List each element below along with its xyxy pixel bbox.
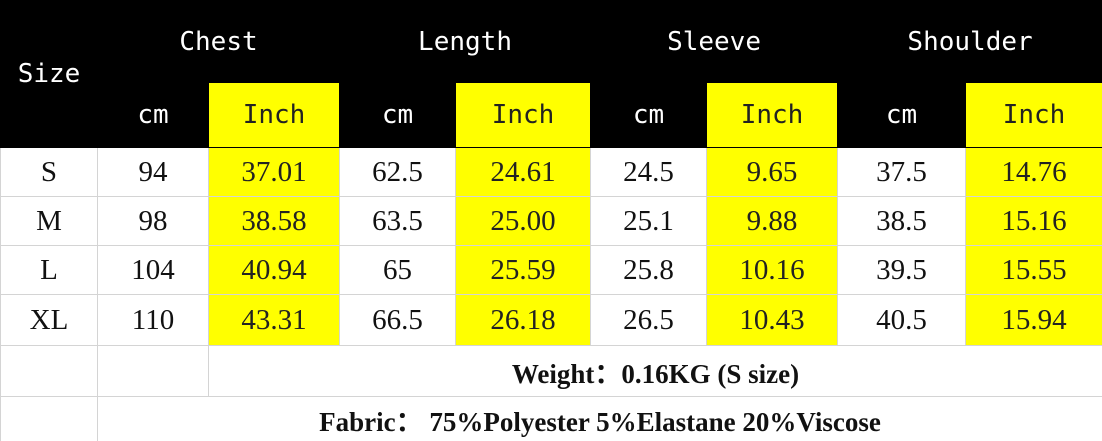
table-row: L 104 40.94 65 25.59 25.8 10.16 39.5 15.55 (0, 245, 1102, 295)
unit-header: cm (97, 82, 209, 148)
value-cell: 10.43 (706, 294, 839, 346)
value-cell: 104 (97, 245, 209, 295)
value-cell: 62.5 (339, 147, 456, 197)
table-row: S 94 37.01 62.5 24.61 24.5 9.65 37.5 14.76 (0, 147, 1102, 197)
unit-header: Inch (706, 82, 839, 148)
empty-cell (0, 345, 98, 397)
empty-cell (97, 345, 209, 397)
value-cell: 26.18 (454, 294, 592, 346)
size-cell: M (0, 196, 98, 246)
value-cell: 66.5 (339, 294, 456, 346)
value-cell: 38.58 (208, 196, 340, 246)
size-cell: L (0, 245, 98, 295)
fabric-note: Fabric： 75%Polyester 5%Elastane 20%Visco… (96, 396, 1102, 441)
value-cell: 15.94 (965, 294, 1102, 346)
group-header: Chest (97, 0, 340, 83)
weight-note: Weight：0.16KG (S size) (207, 345, 1102, 397)
value-cell: 110 (97, 294, 209, 346)
group-header: Sleeve (590, 0, 839, 83)
value-cell: 40.5 (837, 294, 967, 346)
value-cell: 26.5 (590, 294, 708, 346)
value-cell: 37.01 (208, 147, 340, 197)
table-row: Fabric： 75%Polyester 5%Elastane 20%Visco… (0, 396, 1102, 441)
value-cell: 37.5 (837, 147, 967, 197)
value-cell: 39.5 (837, 245, 967, 295)
value-cell: 38.5 (837, 196, 967, 246)
value-cell: 9.88 (706, 196, 839, 246)
value-cell: 40.94 (208, 245, 340, 295)
group-header: Length (338, 0, 592, 83)
value-cell: 24.61 (454, 147, 592, 197)
table-row: XL 110 43.31 66.5 26.18 26.5 10.43 40.5 15.94 (0, 294, 1102, 346)
value-cell: 14.76 (965, 147, 1102, 197)
table-row: cm Inch cm Inch cm Inch cm Inch (1, 82, 1102, 148)
value-cell: 25.1 (590, 196, 708, 246)
size-header: Size (0, 0, 98, 148)
value-cell: 94 (97, 147, 209, 197)
value-cell: 15.16 (965, 196, 1102, 246)
value-cell: 25.00 (454, 196, 592, 246)
table-row: Weight：0.16KG (S size) (0, 345, 1102, 397)
value-cell: 10.16 (706, 245, 839, 295)
empty-cell (0, 396, 98, 441)
size-cell: XL (0, 294, 98, 346)
table-row: M 98 38.58 63.5 25.00 25.1 9.88 38.5 15.16 (0, 196, 1102, 246)
table-row: Size Chest Length Sleeve Shoulder (0, 0, 1102, 148)
unit-header: Inch (454, 82, 592, 148)
unit-header: Inch (208, 82, 340, 148)
group-header: Shoulder (837, 0, 1102, 83)
unit-header: Inch (965, 82, 1102, 148)
value-cell: 9.65 (706, 147, 839, 197)
value-cell: 15.55 (965, 245, 1102, 295)
value-cell: 25.8 (590, 245, 708, 295)
value-cell: 25.59 (454, 245, 592, 295)
unit-header: cm (837, 82, 967, 148)
unit-header: cm (590, 82, 708, 148)
value-cell: 98 (97, 196, 209, 246)
value-cell: 63.5 (339, 196, 456, 246)
value-cell: 65 (339, 245, 456, 295)
size-cell: S (0, 147, 98, 197)
value-cell: 43.31 (208, 294, 340, 346)
value-cell: 24.5 (590, 147, 708, 197)
unit-header: cm (339, 82, 456, 148)
